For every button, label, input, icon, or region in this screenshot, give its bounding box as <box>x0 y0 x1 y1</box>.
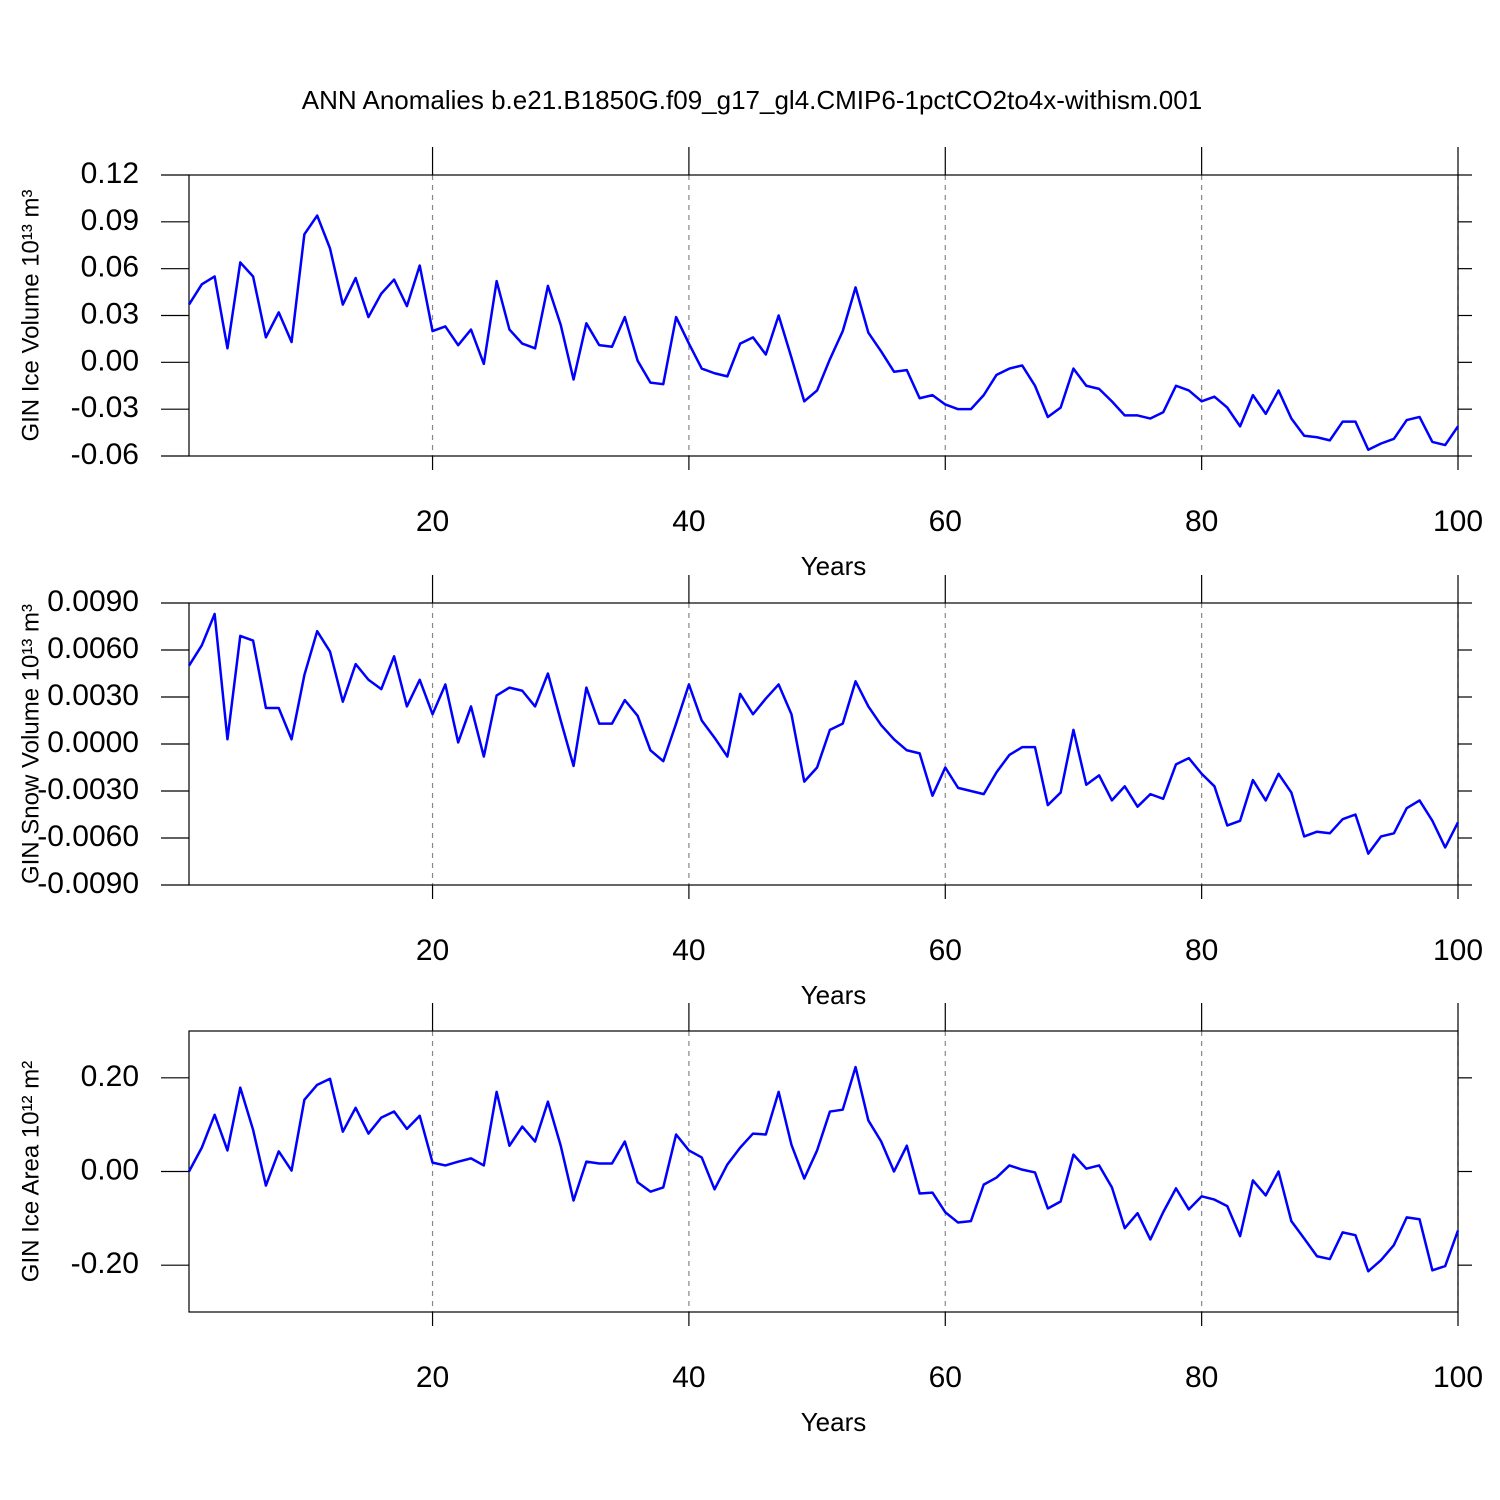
plot-frame <box>188 1030 1459 1313</box>
plot-frame <box>188 174 1459 457</box>
x-tick-label: 80 <box>1185 934 1218 967</box>
x-tick-label: 100 <box>1433 934 1483 967</box>
y-tick-label: -0.03 <box>71 391 139 424</box>
y-tick-label: 0.0000 <box>47 726 139 759</box>
data-line <box>187 612 1460 855</box>
x-tick-label: 40 <box>672 934 705 967</box>
x-axis-label: Years <box>801 551 867 581</box>
y-tick-label: 0.00 <box>81 344 139 377</box>
x-axis-label: Years <box>801 980 867 1010</box>
y-tick-label: 0.20 <box>81 1060 139 1093</box>
x-tick-label: 80 <box>1185 505 1218 538</box>
y-tick-label: -0.20 <box>71 1247 139 1280</box>
y-tick-label: -0.0060 <box>37 820 139 853</box>
y-tick-label: 0.0090 <box>47 585 139 618</box>
y-axis-label: GIN Ice Volume 10¹³ m³ <box>17 189 44 441</box>
y-label-clip: GIN Ice Area 10¹² m² <box>17 1061 44 1282</box>
y-label-clip: GIN Snow Volume 10¹³ m³ <box>17 604 44 884</box>
y-tick-label: 0.03 <box>81 297 139 330</box>
panel: 20 40 60 80 100 -0.0090 -0.0060 -0.0030 0.0000 0.… <box>17 575 1483 1010</box>
data-line <box>187 1065 1460 1273</box>
y-tick-label: 0.06 <box>81 251 139 284</box>
panel: ANN Anomalies b.e21.B1850G.f09_g17_gl4.C… <box>17 85 1483 581</box>
plot-frame <box>188 602 1459 886</box>
y-tick-label: -0.06 <box>71 438 139 471</box>
data-line <box>187 214 1460 452</box>
y-tick-label: -0.0090 <box>37 867 139 900</box>
x-tick-label: 100 <box>1433 1361 1483 1394</box>
y-tick-label: 0.0060 <box>47 632 139 665</box>
x-tick-label: 20 <box>416 934 449 967</box>
panel: 20 40 60 80 100 -0.20 0.00 0.20 Years GIN Ice Are… <box>17 1003 1483 1437</box>
x-tick-label: 40 <box>672 505 705 538</box>
x-tick-label: 60 <box>929 934 962 967</box>
x-tick-label: 20 <box>416 1361 449 1394</box>
y-tick-label: 0.0030 <box>47 679 139 712</box>
x-tick-label: 20 <box>416 505 449 538</box>
x-tick-label: 80 <box>1185 1361 1218 1394</box>
y-axis-label: GIN Ice Area 10¹² m² <box>17 1061 44 1282</box>
x-axis-label: Years <box>801 1407 867 1437</box>
x-tick-label: 40 <box>672 1361 705 1394</box>
y-axis-label: GIN Snow Volume 10¹³ m³ <box>17 604 44 884</box>
y-label-clip: GIN Ice Volume 10¹³ m³ <box>17 189 44 441</box>
y-tick-label: 0.00 <box>81 1153 139 1186</box>
y-tick-label: 0.12 <box>81 157 139 190</box>
y-tick-label: -0.0030 <box>37 773 139 806</box>
chart-title: ANN Anomalies b.e21.B1850G.f09_g17_gl4.C… <box>302 85 1202 115</box>
y-tick-label: 0.09 <box>81 204 139 237</box>
x-tick-label: 60 <box>929 505 962 538</box>
x-tick-label: 60 <box>929 1361 962 1394</box>
x-tick-label: 100 <box>1433 505 1483 538</box>
